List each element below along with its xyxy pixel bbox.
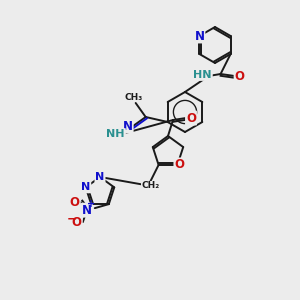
Text: CH₃: CH₃ [124, 92, 143, 101]
Text: HN: HN [193, 70, 212, 80]
Text: −: − [67, 213, 77, 226]
Text: N: N [95, 172, 105, 182]
Text: O: O [174, 158, 184, 171]
Text: N: N [81, 182, 90, 192]
Text: CH₂: CH₂ [142, 182, 160, 190]
Text: N: N [194, 29, 204, 43]
Text: N: N [123, 119, 133, 133]
Text: O: O [72, 216, 82, 229]
Text: NH: NH [106, 129, 125, 139]
Text: +: + [87, 199, 95, 209]
Text: N: N [82, 204, 92, 217]
Text: O: O [70, 196, 80, 208]
Text: O: O [235, 70, 244, 83]
Text: O: O [186, 112, 196, 124]
